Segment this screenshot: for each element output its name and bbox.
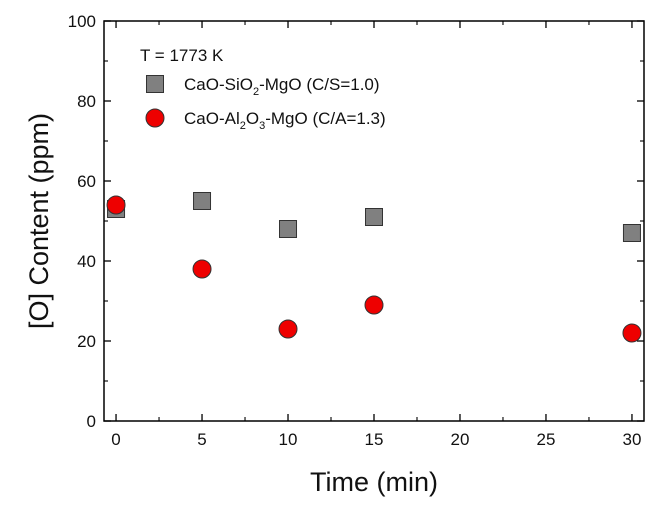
ticks bbox=[104, 20, 644, 422]
data-point-series-1 bbox=[365, 208, 383, 226]
x-tick-label: 0 bbox=[111, 430, 120, 449]
legend: T = 1773 K CaO-SiO2-MgO (C/S=1.0)CaO-Al2… bbox=[140, 46, 386, 132]
legend-label-part: -MgO (C/S=1.0) bbox=[259, 75, 379, 94]
y-tick-label: 40 bbox=[77, 252, 96, 271]
legend-label-part: 3 bbox=[259, 120, 265, 132]
data-point-series-1 bbox=[622, 224, 641, 242]
x-tick-label: 10 bbox=[279, 430, 298, 449]
legend-label-series-1: CaO-SiO2-MgO (C/S=1.0) bbox=[184, 75, 380, 98]
legend-marker-series-2 bbox=[145, 108, 165, 128]
legend-label-part: -MgO (C/A=1.3) bbox=[265, 109, 385, 128]
x-axis-title: Time (min) bbox=[310, 467, 438, 497]
y-tick-label: 0 bbox=[87, 412, 96, 431]
data-point-series-1 bbox=[279, 220, 298, 238]
legend-heading: T = 1773 K bbox=[140, 46, 224, 65]
legend-label-part: 2 bbox=[253, 86, 259, 98]
x-tick-label: 20 bbox=[451, 430, 470, 449]
x-tick-label: 15 bbox=[365, 430, 384, 449]
x-tick-label: 25 bbox=[537, 430, 556, 449]
y-axis-title: [O] Content (ppm) bbox=[24, 113, 54, 329]
x-tick-label: 5 bbox=[197, 430, 206, 449]
legend-marker-series-1 bbox=[146, 75, 164, 93]
legend-label-series-2: CaO-Al2O3-MgO (C/A=1.3) bbox=[184, 109, 386, 132]
y-tick-label: 20 bbox=[77, 332, 96, 351]
data-point-series-1 bbox=[193, 192, 212, 210]
data-point-series-2 bbox=[622, 323, 642, 343]
tick-labels: 0 5 10 15 20 25 30 0 20 40 60 80 100 bbox=[68, 12, 642, 449]
legend-label-part: O bbox=[246, 109, 259, 128]
legend-label-part: 2 bbox=[240, 120, 246, 132]
data-point-series-2 bbox=[278, 319, 298, 339]
y-tick-label: 60 bbox=[77, 172, 96, 191]
markers bbox=[106, 192, 642, 343]
legend-label-part: CaO-Al bbox=[184, 109, 240, 128]
data-point-series-2 bbox=[364, 295, 384, 315]
y-tick-label: 100 bbox=[68, 12, 96, 31]
legend-label-part: CaO-SiO bbox=[184, 75, 253, 94]
x-tick-label: 30 bbox=[623, 430, 642, 449]
data-point-series-2 bbox=[106, 195, 126, 215]
data-point-series-2 bbox=[192, 259, 212, 279]
legend-items: CaO-SiO2-MgO (C/S=1.0)CaO-Al2O3-MgO (C/A… bbox=[145, 75, 386, 132]
y-tick-label: 80 bbox=[77, 92, 96, 111]
